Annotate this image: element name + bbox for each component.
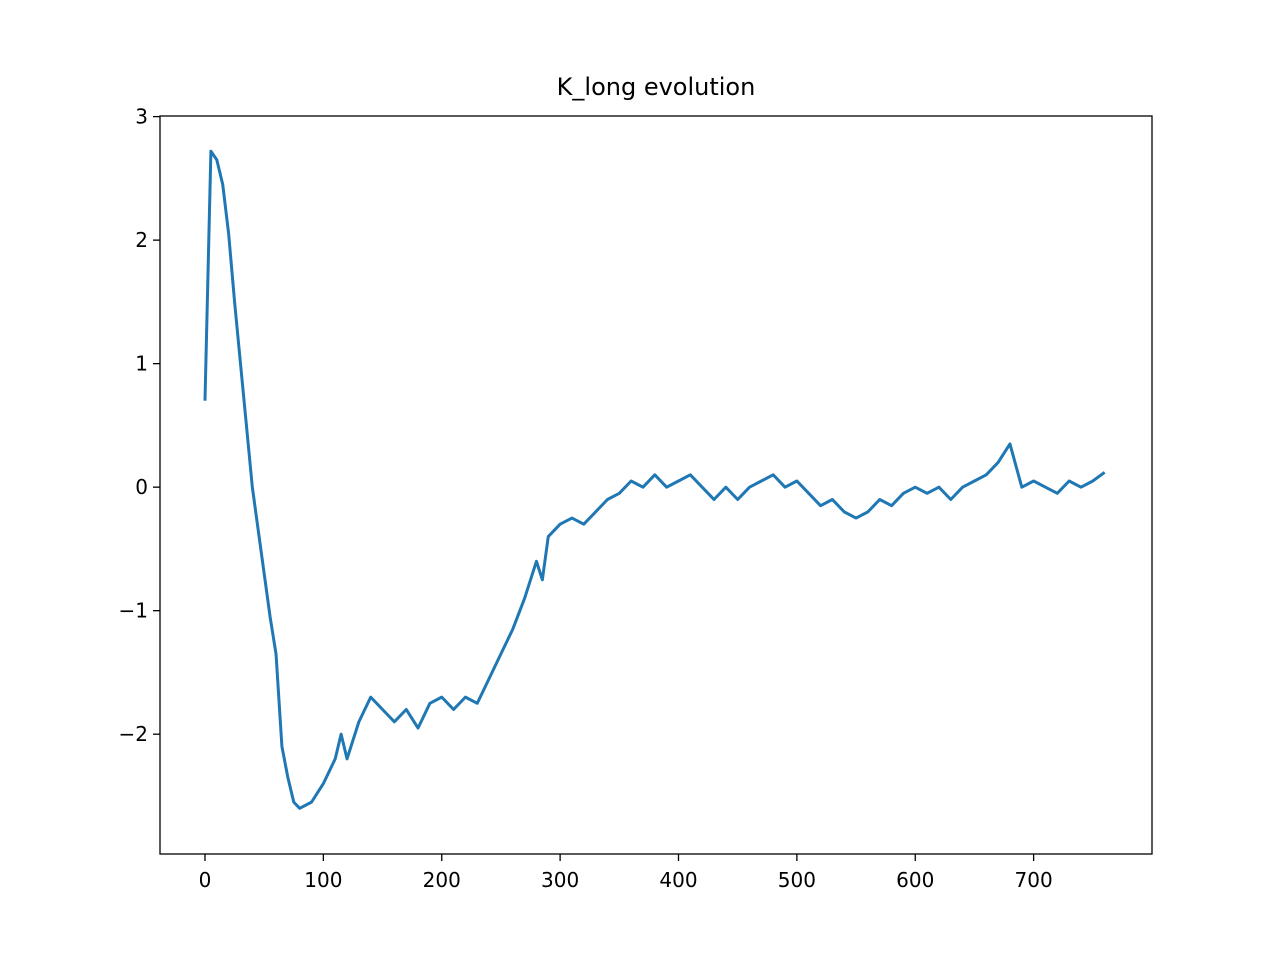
x-tick-label: 100 bbox=[304, 868, 342, 892]
x-tick-label: 500 bbox=[778, 868, 816, 892]
line bbox=[203, 149, 1106, 810]
x-tick-label: 600 bbox=[896, 868, 934, 892]
y-tick-label: −1 bbox=[119, 599, 148, 623]
y-tick-label: 3 bbox=[135, 105, 148, 129]
y-tick-label: −2 bbox=[119, 722, 148, 746]
y-tick-label: 1 bbox=[135, 352, 148, 376]
x-tick-label: 200 bbox=[423, 868, 461, 892]
x-tick-label: 300 bbox=[541, 868, 579, 892]
x-tick-label: 0 bbox=[199, 868, 212, 892]
chart-title: K_long evolution bbox=[557, 73, 756, 101]
y-tick-label: 0 bbox=[135, 475, 148, 499]
x-tick-label: 700 bbox=[1015, 868, 1053, 892]
x-tick-label: 400 bbox=[659, 868, 697, 892]
plot-frame bbox=[159, 115, 1153, 855]
y-tick-label: 2 bbox=[135, 228, 148, 252]
